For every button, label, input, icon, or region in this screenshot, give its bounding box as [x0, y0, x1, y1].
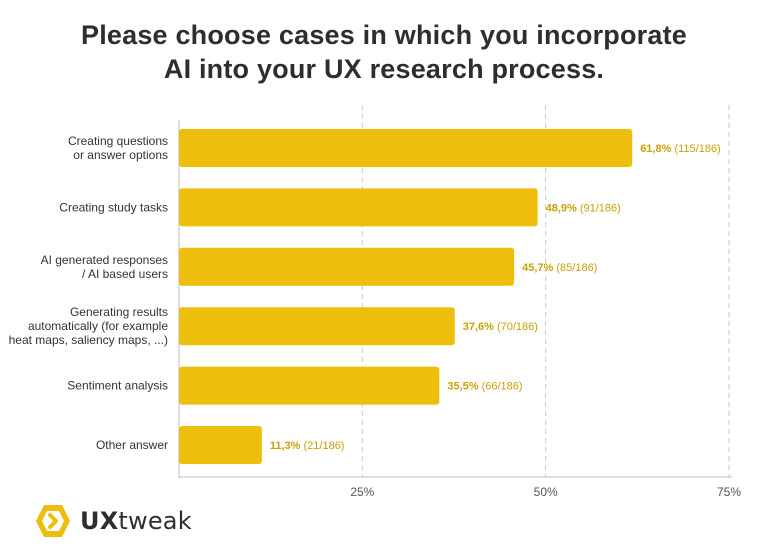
chart-title-line-2: AI into your UX research process. — [163, 54, 605, 84]
data-label-count: (91/186) — [580, 202, 621, 214]
data-label-2: 45,7% (85/186) — [522, 262, 597, 274]
data-label-0: 61,8% (115/186) — [640, 143, 721, 155]
data-label-1: 48,9% (91/186) — [546, 202, 621, 214]
category-label-line: or answer options — [73, 148, 168, 162]
brand-name-light: tweak — [118, 507, 192, 535]
category-label-4: Sentiment analysis — [67, 379, 168, 393]
category-label-line: Creating questions — [68, 134, 168, 148]
data-label-3: 37,6% (70/186) — [463, 321, 538, 333]
data-label-percent: 61,8% — [640, 143, 674, 155]
bar-5 — [179, 426, 262, 464]
data-label-count: (21/186) — [304, 440, 345, 452]
data-label-percent: 11,3% — [270, 440, 304, 452]
data-label-percent: 37,6% — [463, 321, 497, 333]
bar-0 — [179, 129, 633, 167]
x-tick-label-2: 75% — [717, 485, 741, 499]
x-tick-label-0: 25% — [350, 485, 374, 499]
bar-3 — [179, 307, 455, 346]
data-label-4: 35,5% (66/186) — [447, 381, 522, 393]
category-label-line: Sentiment analysis — [67, 379, 168, 393]
category-label-2: AI generated responses / AI based users — [41, 253, 168, 281]
category-label-line: Creating study tasks — [59, 200, 168, 214]
bar-2 — [179, 247, 515, 286]
brand-wordmark: UXtweak — [80, 507, 192, 535]
category-label-0: Creating questions or answer options — [68, 134, 168, 162]
data-label-percent: 48,9% — [546, 202, 580, 214]
bar-4 — [179, 366, 440, 405]
category-label-line: Other answer — [96, 438, 168, 452]
category-label-line: automatically (for example — [28, 319, 168, 333]
category-label-1: Creating study tasks — [59, 200, 168, 214]
data-label-5: 11,3% (21/186) — [270, 440, 345, 452]
data-label-count: (66/186) — [482, 381, 523, 393]
uxtweak-hexagon-icon — [36, 505, 70, 537]
data-label-count: (115/186) — [674, 143, 720, 155]
data-label-percent: 45,7% — [522, 262, 556, 274]
chart-title: Please choose cases in which you incorpo… — [0, 18, 768, 86]
data-label-count: (85/186) — [556, 262, 597, 274]
category-label-5: Other answer — [96, 438, 168, 452]
bar-1 — [179, 188, 538, 227]
chart-title-line-1: Please choose cases in which you incorpo… — [80, 20, 688, 50]
category-label-line: AI generated responses — [41, 253, 168, 267]
x-tick-label-1: 50% — [534, 485, 558, 499]
category-label-line: Generating results — [70, 305, 168, 319]
brand-logo: UXtweak — [34, 502, 192, 540]
data-label-count: (70/186) — [497, 321, 538, 333]
brand-name-bold: UX — [80, 507, 119, 535]
category-label-line: / AI based users — [82, 267, 168, 281]
category-label-3: Generating results automatically (for exa… — [9, 305, 169, 347]
data-label-percent: 35,5% — [447, 381, 481, 393]
category-label-line: heat maps, saliency maps, ...) — [9, 333, 168, 347]
